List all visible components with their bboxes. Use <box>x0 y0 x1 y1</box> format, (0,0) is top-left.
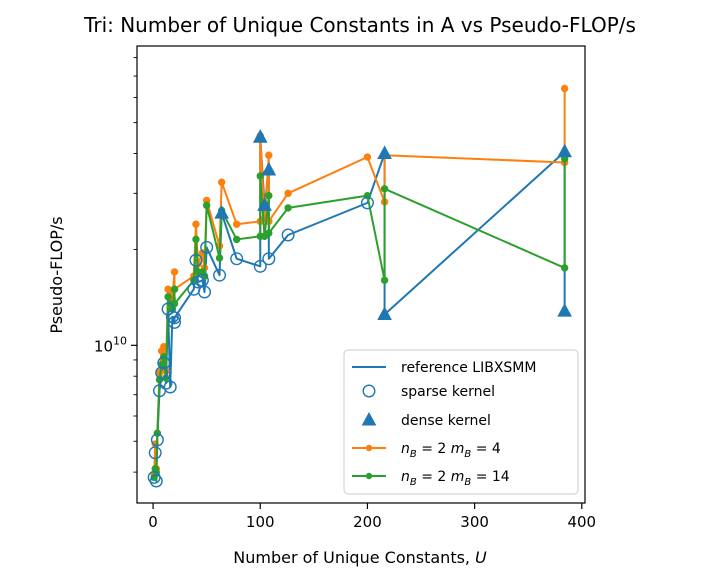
dense-marker-7 <box>557 303 572 317</box>
sparse-marker-1 <box>148 446 162 460</box>
sparse-marker-9 <box>163 380 177 394</box>
legend-swatch-dot <box>365 472 373 480</box>
dense-marker-3 <box>261 161 277 176</box>
sparse-marker-18 <box>200 240 214 254</box>
legend-item-0: reference LIBXSMM <box>352 360 536 376</box>
sparse-marker-3 <box>150 433 164 447</box>
series-point-2-23 <box>256 172 264 180</box>
dense-marker-5 <box>377 306 392 320</box>
dense-marker-0 <box>214 205 230 219</box>
dense-marker-4 <box>377 145 392 160</box>
legend-swatch-circle <box>362 384 376 398</box>
y-tick-label-base: 10 <box>94 337 113 355</box>
legend-label-part: = 4 <box>471 441 501 457</box>
legend-label-4: nB = 2 mB = 14 <box>401 469 510 488</box>
sparse-marker-23 <box>281 228 295 242</box>
dense-marker-6 <box>557 143 572 158</box>
sparse-marker-20 <box>230 252 244 266</box>
chart-title: Tri: Number of Unique Constants in A vs … <box>83 13 636 37</box>
series-point-1-11 <box>170 268 179 276</box>
x-tick-label-0: 0 <box>148 513 158 531</box>
series-point-2-25 <box>265 191 273 200</box>
plot-area <box>136 45 586 504</box>
series-point-1-28 <box>363 153 372 161</box>
legend-frame <box>343 349 579 495</box>
legend-label-part: m <box>451 441 465 457</box>
series-point-2-30 <box>380 185 389 193</box>
legend-label-part: B <box>410 477 417 488</box>
legend-item-1: sparse kernel <box>362 384 495 400</box>
legend-label-1: sparse kernel <box>401 384 495 400</box>
series-point-1-32 <box>560 84 569 93</box>
series-point-2-14 <box>192 235 200 244</box>
legend-label-3: nB = 2 mB = 4 <box>401 441 501 460</box>
y-axis: 1010 <box>94 57 137 473</box>
legend-label-part: B <box>410 449 417 460</box>
sparse-marker-8 <box>161 302 175 316</box>
legend-label-part: n <box>401 441 410 457</box>
series-point-2-31 <box>560 264 569 272</box>
legend-label-2: dense kernel <box>401 413 491 429</box>
x-axis-label-var: U <box>475 548 487 567</box>
dense-marker-2 <box>257 197 272 211</box>
legend-label-part: m <box>451 469 465 485</box>
sparse-marker-12 <box>168 311 182 325</box>
x-axis-label-text: Number of Unique Constants, <box>233 548 470 567</box>
series-point-2-11 <box>170 285 179 293</box>
x-tick-label-300: 300 <box>460 513 489 531</box>
legend-item-3: nB = 2 mB = 4 <box>352 441 501 460</box>
series-layer <box>150 84 569 483</box>
x-tick-label-200: 200 <box>353 513 382 531</box>
series-point-2-26 <box>265 229 273 237</box>
legend-item-2: dense kernel <box>361 411 491 429</box>
y-tick-label: 1010 <box>94 334 127 355</box>
series-point-1-14 <box>192 220 200 228</box>
legend-swatch-dot <box>365 444 373 452</box>
marker-layer <box>147 129 572 488</box>
sparse-marker-7 <box>159 376 173 390</box>
sparse-marker-6 <box>157 356 171 370</box>
legend-label-part: = 14 <box>471 469 510 485</box>
sparse-marker-21 <box>253 259 267 273</box>
series-point-1-20 <box>217 178 226 186</box>
legend-label-part: n <box>401 469 410 485</box>
sparse-marker-2 <box>149 474 163 488</box>
x-axis-label: Number of Unique Constants, U <box>233 548 487 567</box>
series-point-2-27 <box>284 204 292 212</box>
legend-label-part: = 2 <box>417 441 451 457</box>
legend-label-part: = 2 <box>417 469 451 485</box>
sparse-marker-11 <box>168 315 182 329</box>
series-point-2-29 <box>380 276 389 285</box>
sparse-marker-22 <box>262 252 276 266</box>
series-point-2-8 <box>164 293 172 301</box>
sparse-marker-17 <box>198 285 212 299</box>
series-point-2-21 <box>232 235 241 244</box>
legend-label-part: B <box>464 477 471 488</box>
series-point-2-19 <box>215 254 224 262</box>
legend-label-0: reference LIBXSMM <box>401 360 536 376</box>
sparse-marker-16 <box>195 273 209 287</box>
dense-marker-1 <box>252 129 268 143</box>
legend-item-4: nB = 2 mB = 14 <box>352 469 510 488</box>
series-point-2-18 <box>202 201 211 210</box>
series-point-1-25 <box>265 151 273 159</box>
sparse-marker-24 <box>360 196 374 210</box>
plot-frame <box>136 45 586 504</box>
x-tick-label-100: 100 <box>246 513 275 531</box>
x-axis: 0 100 200 300 400 <box>148 503 596 531</box>
sparse-marker-19 <box>213 268 227 282</box>
series-point-1-21 <box>232 220 241 228</box>
series-point-1-27 <box>284 189 292 198</box>
legend: reference LIBXSMM sparse kernel dense kern… <box>343 349 579 495</box>
legend-label-part: B <box>464 449 471 460</box>
x-tick-label-400: 400 <box>567 513 596 531</box>
series-line-0 <box>153 136 566 483</box>
legend-swatch-triangle <box>361 411 377 426</box>
y-tick-label-exp: 10 <box>113 334 127 347</box>
y-axis-label: Pseudo-FLOP/s <box>47 216 66 333</box>
sparse-marker-14 <box>189 253 203 267</box>
